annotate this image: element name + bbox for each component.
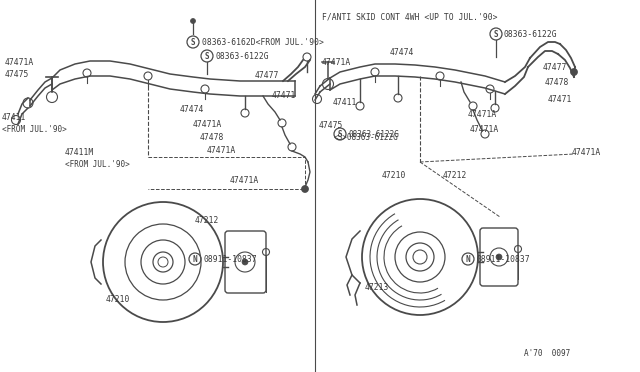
Text: 47212: 47212 <box>195 215 220 224</box>
Text: 47411: 47411 <box>2 112 26 122</box>
Text: 47471: 47471 <box>548 94 572 103</box>
Text: 47471A: 47471A <box>230 176 259 185</box>
Text: 47411: 47411 <box>333 97 357 106</box>
Text: 47471A: 47471A <box>207 145 236 154</box>
Circle shape <box>301 186 308 192</box>
Text: N: N <box>466 254 470 263</box>
Text: 47210: 47210 <box>382 170 406 180</box>
Text: S: S <box>338 129 342 138</box>
Text: 08363-6122G: 08363-6122G <box>349 129 400 138</box>
Text: A'70  0097: A'70 0097 <box>524 350 570 359</box>
Circle shape <box>496 254 502 260</box>
Text: <FROM JUL.'90>: <FROM JUL.'90> <box>65 160 130 169</box>
Circle shape <box>191 19 195 23</box>
Text: 47212: 47212 <box>443 170 467 180</box>
Text: 47474: 47474 <box>390 48 414 57</box>
Text: S: S <box>191 38 195 46</box>
Text: 47471A: 47471A <box>470 125 499 134</box>
Text: 47477: 47477 <box>543 62 568 71</box>
Text: F/ANTI SKID CONT 4WH <UP TO JUL.'90>: F/ANTI SKID CONT 4WH <UP TO JUL.'90> <box>322 13 497 22</box>
Text: 08911-10837: 08911-10837 <box>477 254 531 263</box>
Text: 08363-6122G: 08363-6122G <box>504 29 557 38</box>
Text: 08363-6162D<FROM JUL.'90>: 08363-6162D<FROM JUL.'90> <box>202 38 324 46</box>
Text: 08911-10837: 08911-10837 <box>203 254 257 263</box>
Text: 08363-6122G: 08363-6122G <box>216 51 269 61</box>
Text: 47471A: 47471A <box>572 148 601 157</box>
Text: S: S <box>205 51 209 61</box>
Text: <S>08363-6122G: <S>08363-6122G <box>334 132 399 141</box>
Text: N: N <box>193 254 197 263</box>
Text: 47475: 47475 <box>319 121 344 129</box>
Text: 47475: 47475 <box>5 70 29 78</box>
Circle shape <box>570 68 577 76</box>
Text: 47213: 47213 <box>365 282 389 292</box>
Text: 47478: 47478 <box>200 132 225 141</box>
Text: 47477: 47477 <box>255 71 280 80</box>
Text: 47210: 47210 <box>106 295 130 305</box>
Text: <FROM JUL.'90>: <FROM JUL.'90> <box>2 125 67 134</box>
Text: S: S <box>493 29 499 38</box>
Text: 47471A: 47471A <box>5 58 35 67</box>
Text: 47471A: 47471A <box>322 58 351 67</box>
Text: 47471A: 47471A <box>193 119 222 128</box>
Text: 47471A: 47471A <box>468 109 497 119</box>
Text: 47474: 47474 <box>180 105 204 113</box>
Text: 47478: 47478 <box>545 77 570 87</box>
Text: 47411M: 47411M <box>65 148 94 157</box>
Text: 47471: 47471 <box>272 90 296 99</box>
Circle shape <box>242 259 248 265</box>
